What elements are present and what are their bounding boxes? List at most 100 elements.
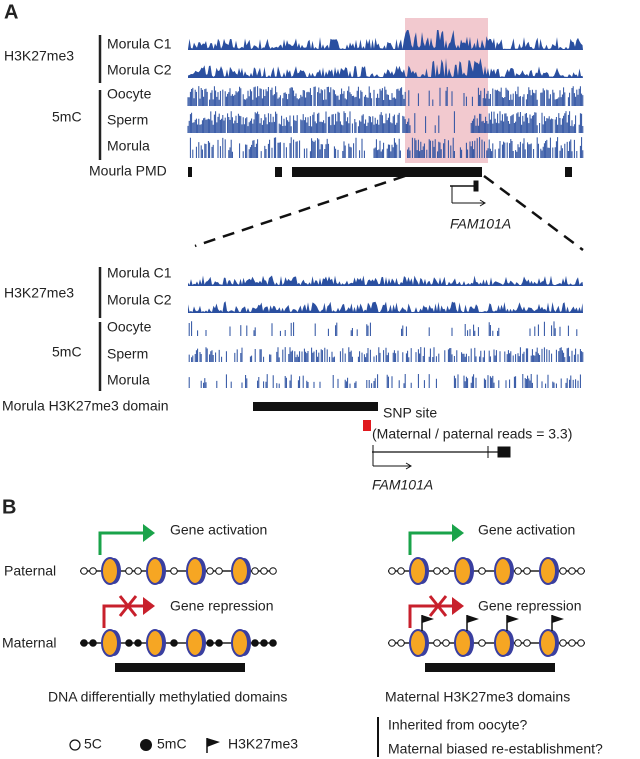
cpg	[125, 567, 133, 575]
caption: DNA differentially methylatied domains	[48, 689, 287, 705]
cpg	[433, 567, 441, 575]
signal-track	[188, 30, 583, 50]
caption: Maternal H3K27me3 domains	[385, 689, 570, 705]
cpg	[206, 639, 214, 647]
cpg	[577, 567, 585, 575]
row-label: Paternal	[4, 563, 56, 579]
nucleosome	[494, 629, 512, 657]
gene-label: FAM101A	[450, 216, 511, 232]
methylation-track	[188, 321, 578, 336]
snp-marker	[363, 420, 371, 431]
zoom-line	[483, 174, 584, 252]
cpg	[568, 567, 576, 575]
arrow	[98, 531, 143, 555]
cpg	[478, 639, 486, 647]
group-label: 5mC	[52, 344, 82, 360]
panel-label: A	[4, 1, 18, 23]
pmd-label: Mourla PMD	[89, 163, 167, 179]
shapes	[69, 35, 584, 757]
domain-bar	[115, 663, 245, 672]
signal-track	[188, 301, 583, 313]
activation-label: Gene activation	[478, 522, 575, 538]
note: Maternal biased re-establishment?	[388, 741, 603, 757]
arrowhead	[452, 597, 464, 615]
flag	[467, 615, 479, 623]
arrow	[408, 604, 452, 628]
cpg	[215, 567, 223, 575]
cpg	[215, 639, 223, 647]
nucleosome	[409, 557, 427, 585]
cpg	[559, 567, 567, 575]
arrow	[102, 604, 143, 628]
arrowhead	[143, 524, 155, 542]
track-label: Morula C2	[107, 62, 172, 78]
domain-label: Morula H3K27me3 domain	[2, 398, 169, 414]
cpg	[80, 567, 88, 575]
cpg	[388, 639, 396, 647]
cpg	[134, 639, 142, 647]
group-label: H3K27me3	[4, 48, 74, 64]
cpg	[397, 567, 405, 575]
legend-open	[69, 739, 81, 751]
nucleosome	[146, 629, 164, 657]
chromatin	[80, 524, 585, 672]
arrowhead	[143, 597, 155, 615]
repression-label: Gene repression	[478, 598, 582, 614]
cpg	[125, 639, 133, 647]
nucleosome	[101, 557, 119, 585]
cpg	[251, 639, 259, 647]
flag	[552, 615, 564, 623]
methylation-track	[187, 86, 584, 106]
track-label: Morula C2	[107, 292, 172, 308]
decoration	[405, 18, 488, 163]
signal-track	[188, 58, 583, 78]
cpg	[89, 567, 97, 575]
nucleosome	[186, 557, 204, 585]
cpg	[170, 639, 178, 647]
cpg	[260, 567, 268, 575]
cpg	[388, 567, 396, 575]
nucleosome	[494, 557, 512, 585]
cpg	[397, 639, 405, 647]
cpg	[80, 639, 88, 647]
cross	[428, 595, 448, 617]
track-label: Morula C1	[107, 36, 172, 52]
cpg	[568, 639, 576, 647]
methylation-track	[188, 374, 581, 388]
legend-label: H3K27me3	[228, 736, 298, 752]
cpg	[514, 567, 522, 575]
methylation-track	[187, 111, 584, 133]
legend-filled	[140, 739, 152, 751]
nucleosome	[454, 557, 472, 585]
nucleosome	[101, 629, 119, 657]
panel-label: B	[2, 496, 16, 518]
cpg	[269, 639, 277, 647]
highlight	[405, 18, 488, 163]
track-label: Oocyte	[107, 86, 152, 102]
track-label: Morula	[107, 138, 150, 154]
cpg	[269, 567, 277, 575]
zoom-line	[194, 174, 406, 248]
pmd-blocks	[188, 167, 572, 177]
cpg	[577, 639, 585, 647]
nucleosome	[539, 629, 557, 657]
cpg	[559, 639, 567, 647]
track-label: Oocyte	[107, 319, 152, 335]
gene-label: FAM101A	[372, 477, 433, 493]
arrowhead	[452, 524, 464, 542]
snp-label: SNP site	[383, 405, 437, 421]
domain-bar	[425, 663, 555, 672]
cpg	[433, 639, 441, 647]
signal-track	[188, 275, 583, 286]
legend-label: 5mC	[157, 736, 187, 752]
cpg	[514, 639, 522, 647]
track-label: Morula	[107, 372, 150, 388]
nucleosome	[539, 557, 557, 585]
nucleosome	[186, 629, 204, 657]
legend-flag	[206, 738, 220, 753]
nucleosome	[231, 629, 249, 657]
note: Inherited from oocyte?	[388, 717, 528, 733]
row-label: Maternal	[2, 635, 56, 651]
cpg	[260, 639, 268, 647]
